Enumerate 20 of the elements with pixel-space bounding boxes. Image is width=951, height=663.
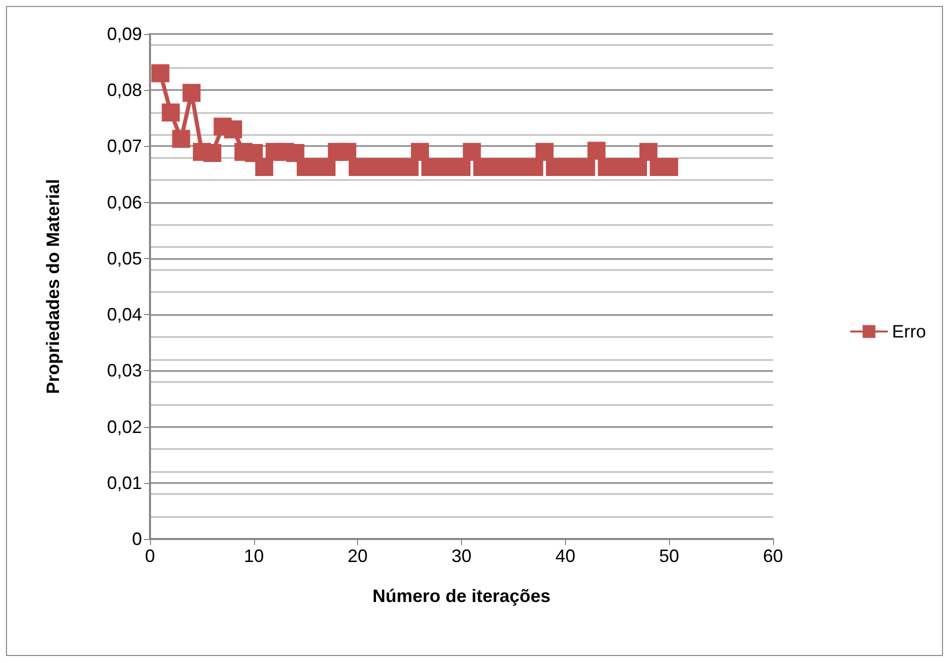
y-axis-title: Propriedades do Material [43,178,63,394]
y-tick-label: 0,09 [106,24,142,44]
y-tick-label: 0,08 [106,80,142,100]
y-tick-label: 0,07 [106,136,142,156]
x-tick-label: 10 [244,546,264,566]
x-tick-label: 50 [659,546,680,566]
y-tick-label: 0,06 [106,192,142,212]
y-tick-label: 0,01 [106,472,142,493]
y-tick-label: 0,04 [106,304,142,325]
y-tick-label: 0,03 [106,360,142,381]
legend-label: Erro [892,322,926,342]
x-tick-label: 20 [348,546,368,566]
x-tick-label: 0 [144,546,156,566]
x-axis-title: Número de iterações [372,586,551,606]
y-tick-label: 0,02 [106,416,142,437]
x-tick-label: 30 [451,546,472,566]
y-tick-label: 0,05 [106,248,142,268]
x-tick-label: 60 [762,546,784,566]
x-tick-label: 40 [555,546,576,566]
y-tick-label: 0 [132,529,142,549]
